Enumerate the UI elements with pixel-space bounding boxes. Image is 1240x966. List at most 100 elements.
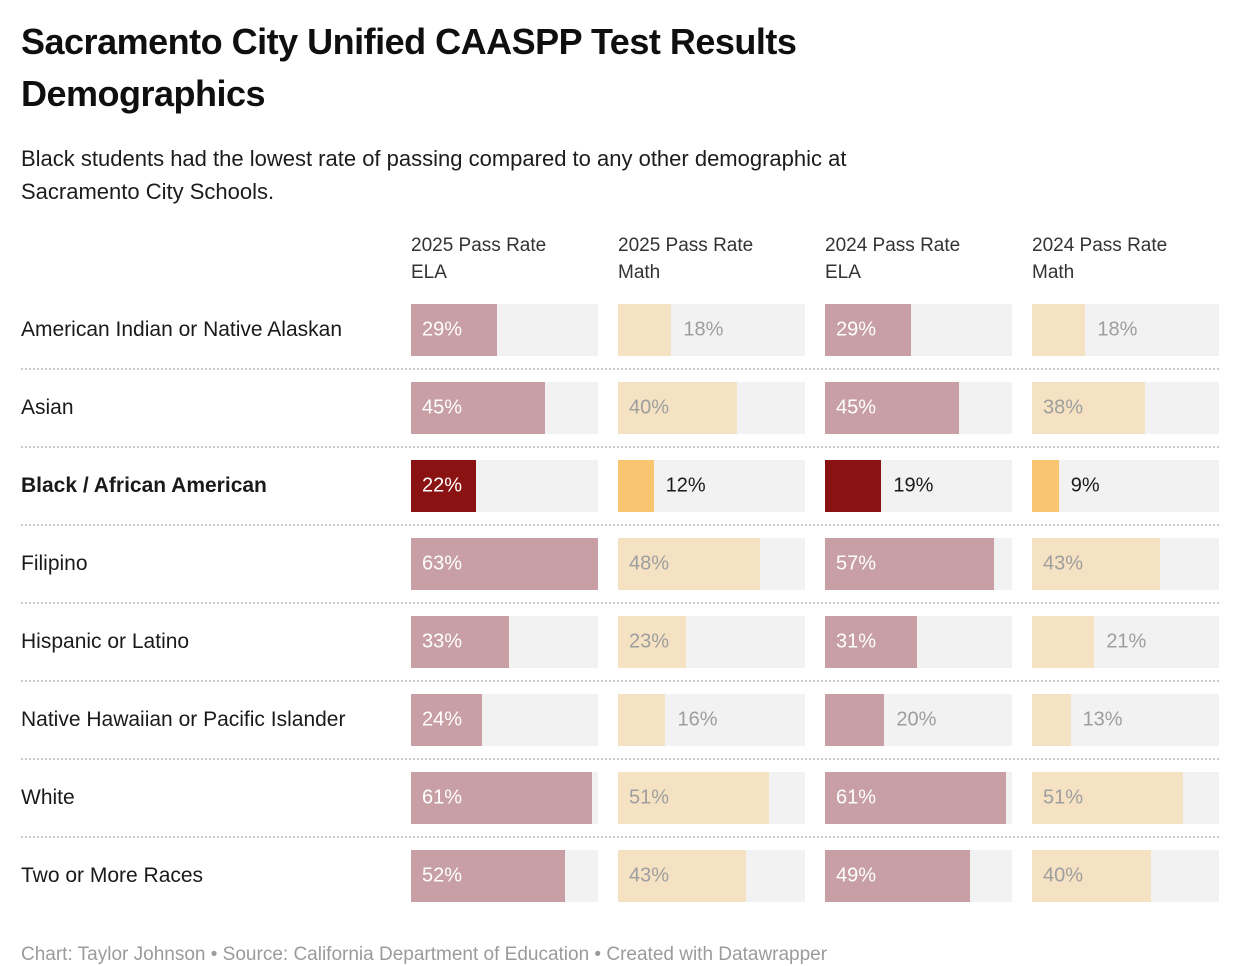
bar-cell: 40% bbox=[618, 382, 805, 434]
bar-fill bbox=[1032, 694, 1071, 746]
bar-fill bbox=[825, 694, 885, 746]
bar-value-label: 22% bbox=[422, 474, 463, 497]
bar-track: 57% bbox=[825, 538, 1012, 590]
bar-cell: 61% bbox=[825, 772, 1012, 824]
column-header-2025-ela: 2025 Pass Rate ELA bbox=[411, 235, 547, 283]
bar-fill bbox=[1032, 382, 1145, 434]
bar-cell: 57% bbox=[825, 538, 1012, 590]
row-label: American Indian or Native Alaskan bbox=[21, 318, 342, 341]
bar-track: 33% bbox=[411, 616, 598, 668]
bar-cell: 18% bbox=[618, 304, 805, 356]
table-row: American Indian or Native Alaskan 29% 18… bbox=[21, 292, 1219, 370]
bar-cell: 52% bbox=[411, 850, 598, 902]
bar-track: 22% bbox=[411, 460, 598, 512]
bar-track: 12% bbox=[618, 460, 805, 512]
bar-fill bbox=[825, 616, 918, 668]
bar-fill bbox=[1032, 850, 1151, 902]
bar-value-label: 43% bbox=[629, 864, 670, 887]
bar-track: 29% bbox=[411, 304, 598, 356]
bar-cell: 43% bbox=[1032, 538, 1219, 590]
bar-track: 43% bbox=[618, 850, 805, 902]
row-label: Native Hawaiian or Pacific Islander bbox=[21, 708, 346, 731]
column-header-row: 2025 Pass Rate ELA 2025 Pass Rate Math 2… bbox=[21, 232, 1219, 292]
bar-track: 45% bbox=[411, 382, 598, 434]
bar-value-label: 18% bbox=[1097, 318, 1138, 341]
bar-cell: 40% bbox=[1032, 850, 1219, 902]
bar-track: 24% bbox=[411, 694, 598, 746]
bar-cell: 18% bbox=[1032, 304, 1219, 356]
bar-value-label: 33% bbox=[422, 630, 463, 653]
attribution: Chart: Taylor Johnson • Source: Californ… bbox=[21, 944, 828, 965]
bar-cell: 31% bbox=[825, 616, 1012, 668]
chart-subtitle: Black students had the lowest rate of pa… bbox=[21, 146, 847, 204]
bar-track: 51% bbox=[618, 772, 805, 824]
bar-fill bbox=[618, 694, 666, 746]
bar-track: 16% bbox=[618, 694, 805, 746]
bar-track: 29% bbox=[825, 304, 1012, 356]
bar-track: 52% bbox=[411, 850, 598, 902]
table-row: Asian 45% 40% 45% 38% bbox=[21, 370, 1219, 448]
bar-track: 20% bbox=[825, 694, 1012, 746]
bar-value-label: 51% bbox=[629, 786, 670, 809]
bar-fill bbox=[411, 304, 498, 356]
bar-value-label: 9% bbox=[1070, 474, 1100, 497]
bar-cell: 16% bbox=[618, 694, 805, 746]
bar-value-label: 45% bbox=[836, 396, 877, 419]
bar-value-label: 63% bbox=[422, 552, 463, 575]
bar-value-label: 51% bbox=[1043, 786, 1084, 809]
bar-track: 31% bbox=[825, 616, 1012, 668]
bar-cell: 49% bbox=[825, 850, 1012, 902]
row-label: Black / African American bbox=[21, 474, 267, 497]
bar-cell: 48% bbox=[618, 538, 805, 590]
table-row: Hispanic or Latino 33% 23% 31% 21% bbox=[21, 604, 1219, 682]
bar-fill bbox=[618, 772, 770, 824]
table-row: Black / African American 22% 12% 19% 9% bbox=[21, 448, 1219, 526]
bar-fill bbox=[618, 460, 654, 512]
bar-value-label: 31% bbox=[836, 630, 877, 653]
bar-cell: 63% bbox=[411, 538, 598, 590]
bar-track: 51% bbox=[1032, 772, 1219, 824]
bar-fill bbox=[825, 460, 882, 512]
bar-fill bbox=[411, 616, 509, 668]
chart-title: Sacramento City Unified CAASPP Test Resu… bbox=[21, 21, 797, 114]
bar-value-label: 61% bbox=[836, 786, 877, 809]
bar-fill bbox=[411, 850, 566, 902]
bar-fill bbox=[1032, 772, 1184, 824]
bar-cell: 20% bbox=[825, 694, 1012, 746]
bar-value-label: 61% bbox=[422, 786, 463, 809]
column-header-2024-ela: 2024 Pass Rate ELA bbox=[825, 235, 961, 283]
bar-fill bbox=[618, 382, 737, 434]
bar-cell: 45% bbox=[411, 382, 598, 434]
table-row: White 61% 51% 61% 51% bbox=[21, 760, 1219, 838]
bar-fill bbox=[618, 538, 761, 590]
bar-value-label: 45% bbox=[422, 396, 463, 419]
bar-fill bbox=[825, 850, 971, 902]
bar-track: 40% bbox=[618, 382, 805, 434]
bar-value-label: 19% bbox=[893, 474, 934, 497]
bar-track: 38% bbox=[1032, 382, 1219, 434]
bar-fill bbox=[1032, 538, 1160, 590]
bar-cell: 61% bbox=[411, 772, 598, 824]
bar-cell: 23% bbox=[618, 616, 805, 668]
bar-value-label: 18% bbox=[683, 318, 724, 341]
bar-cell: 22% bbox=[411, 460, 598, 512]
bar-track: 63% bbox=[411, 538, 598, 590]
row-label: White bbox=[21, 786, 75, 809]
bar-track: 18% bbox=[1032, 304, 1219, 356]
bar-value-label: 29% bbox=[836, 318, 877, 341]
bar-fill bbox=[1032, 304, 1086, 356]
bar-fill bbox=[618, 616, 687, 668]
bar-cell: 45% bbox=[825, 382, 1012, 434]
bar-track: 45% bbox=[825, 382, 1012, 434]
column-header-spacer bbox=[21, 232, 391, 292]
row-label: Asian bbox=[21, 396, 74, 419]
bar-cell: 21% bbox=[1032, 616, 1219, 668]
table-body: American Indian or Native Alaskan 29% 18… bbox=[21, 292, 1219, 914]
bar-value-label: 13% bbox=[1082, 708, 1123, 731]
bar-value-label: 12% bbox=[665, 474, 706, 497]
bar-fill bbox=[411, 772, 593, 824]
bar-fill bbox=[1032, 616, 1095, 668]
bar-value-label: 21% bbox=[1106, 630, 1147, 653]
bar-value-label: 40% bbox=[629, 396, 670, 419]
